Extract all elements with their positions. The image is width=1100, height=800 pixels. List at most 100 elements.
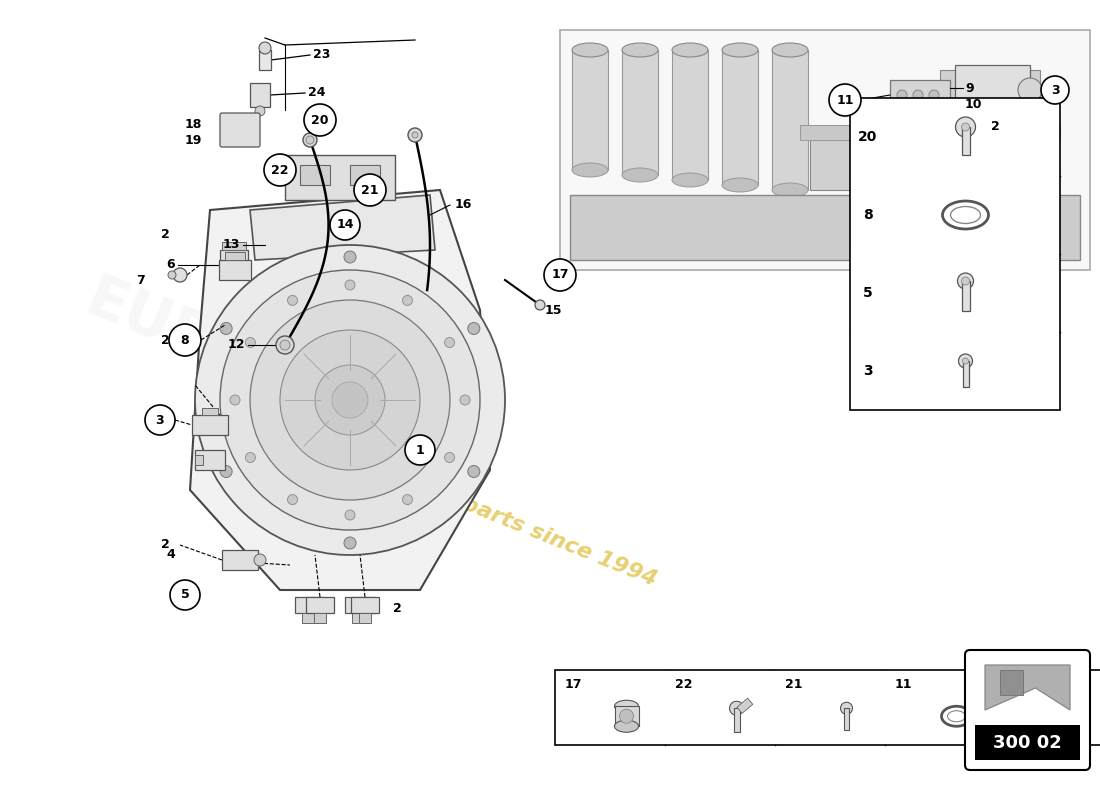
Circle shape bbox=[245, 453, 255, 462]
Text: 6: 6 bbox=[166, 258, 175, 271]
Bar bbox=[570, 195, 1080, 260]
Text: 20: 20 bbox=[311, 114, 329, 126]
Bar bbox=[222, 550, 258, 570]
Circle shape bbox=[460, 395, 470, 405]
Text: 7: 7 bbox=[136, 274, 145, 286]
Circle shape bbox=[195, 245, 505, 555]
Bar bbox=[300, 165, 330, 185]
Circle shape bbox=[1041, 76, 1069, 104]
Bar bbox=[572, 50, 608, 170]
Text: 21: 21 bbox=[361, 183, 378, 197]
Text: 12: 12 bbox=[228, 338, 245, 351]
Circle shape bbox=[264, 154, 296, 186]
Circle shape bbox=[280, 330, 420, 470]
Text: EUROSPARE: EUROSPARE bbox=[78, 270, 462, 470]
Bar bbox=[195, 455, 204, 465]
Text: 24: 24 bbox=[308, 86, 326, 99]
Circle shape bbox=[245, 338, 255, 347]
Ellipse shape bbox=[722, 43, 758, 57]
Ellipse shape bbox=[572, 163, 608, 177]
Text: a passion for parts since 1994: a passion for parts since 1994 bbox=[300, 430, 659, 590]
Text: 22: 22 bbox=[675, 678, 693, 691]
Circle shape bbox=[896, 90, 907, 100]
Bar bbox=[352, 613, 368, 623]
Circle shape bbox=[408, 128, 422, 142]
Bar bbox=[722, 50, 758, 185]
Bar bbox=[351, 597, 380, 613]
Text: 1: 1 bbox=[416, 443, 425, 457]
Circle shape bbox=[250, 300, 450, 500]
Polygon shape bbox=[1000, 670, 1023, 695]
Circle shape bbox=[957, 273, 974, 289]
FancyBboxPatch shape bbox=[965, 650, 1090, 770]
Circle shape bbox=[344, 251, 356, 263]
Text: 14: 14 bbox=[1005, 678, 1023, 691]
Circle shape bbox=[220, 270, 480, 530]
Bar bbox=[359, 613, 371, 623]
Circle shape bbox=[287, 295, 297, 306]
Bar bbox=[345, 597, 375, 613]
Bar bbox=[800, 125, 1060, 140]
Text: 8: 8 bbox=[180, 334, 189, 346]
Circle shape bbox=[961, 123, 969, 131]
Bar bbox=[302, 613, 318, 623]
Text: 10: 10 bbox=[965, 98, 982, 111]
Circle shape bbox=[829, 84, 861, 116]
Bar bbox=[295, 597, 324, 613]
Circle shape bbox=[145, 405, 175, 435]
Text: 15: 15 bbox=[544, 303, 562, 317]
Text: 5: 5 bbox=[180, 589, 189, 602]
Text: 2: 2 bbox=[991, 121, 1000, 134]
Ellipse shape bbox=[621, 168, 658, 182]
Bar bbox=[202, 408, 218, 415]
Text: 2: 2 bbox=[161, 334, 169, 346]
Text: 2: 2 bbox=[393, 602, 402, 614]
Circle shape bbox=[332, 382, 368, 418]
Circle shape bbox=[958, 354, 972, 368]
Text: 17: 17 bbox=[565, 678, 583, 691]
Bar bbox=[737, 698, 752, 714]
Bar bbox=[219, 260, 251, 280]
Circle shape bbox=[220, 466, 232, 478]
Ellipse shape bbox=[672, 173, 708, 187]
Bar bbox=[910, 130, 970, 210]
Bar bbox=[940, 70, 1040, 130]
Circle shape bbox=[169, 324, 201, 356]
Ellipse shape bbox=[615, 720, 638, 732]
Polygon shape bbox=[984, 665, 1070, 710]
Text: 3: 3 bbox=[864, 364, 872, 378]
Polygon shape bbox=[250, 195, 434, 260]
Bar bbox=[975, 725, 1080, 760]
Text: 5: 5 bbox=[864, 286, 873, 300]
Circle shape bbox=[544, 259, 576, 291]
Bar bbox=[314, 613, 326, 623]
Text: 4: 4 bbox=[166, 549, 175, 562]
Circle shape bbox=[840, 702, 852, 714]
Bar bbox=[890, 80, 950, 110]
Circle shape bbox=[403, 295, 412, 306]
Circle shape bbox=[302, 133, 317, 147]
Bar bbox=[672, 50, 708, 180]
Bar bbox=[850, 98, 1060, 410]
Circle shape bbox=[729, 702, 744, 715]
Circle shape bbox=[914, 114, 922, 122]
Circle shape bbox=[345, 510, 355, 520]
Bar bbox=[962, 361, 968, 387]
Circle shape bbox=[354, 174, 386, 206]
Circle shape bbox=[220, 322, 232, 334]
Circle shape bbox=[468, 322, 480, 334]
Circle shape bbox=[930, 90, 939, 100]
Bar bbox=[560, 30, 1090, 270]
Circle shape bbox=[405, 435, 435, 465]
Text: 16: 16 bbox=[455, 198, 472, 211]
Circle shape bbox=[170, 580, 200, 610]
Circle shape bbox=[330, 210, 360, 240]
Text: 3: 3 bbox=[1050, 83, 1059, 97]
Circle shape bbox=[345, 280, 355, 290]
Circle shape bbox=[254, 554, 266, 566]
Bar bbox=[810, 140, 890, 190]
Text: 9: 9 bbox=[965, 82, 974, 94]
Ellipse shape bbox=[1056, 710, 1078, 722]
Text: 23: 23 bbox=[314, 49, 330, 62]
Bar bbox=[285, 155, 395, 200]
